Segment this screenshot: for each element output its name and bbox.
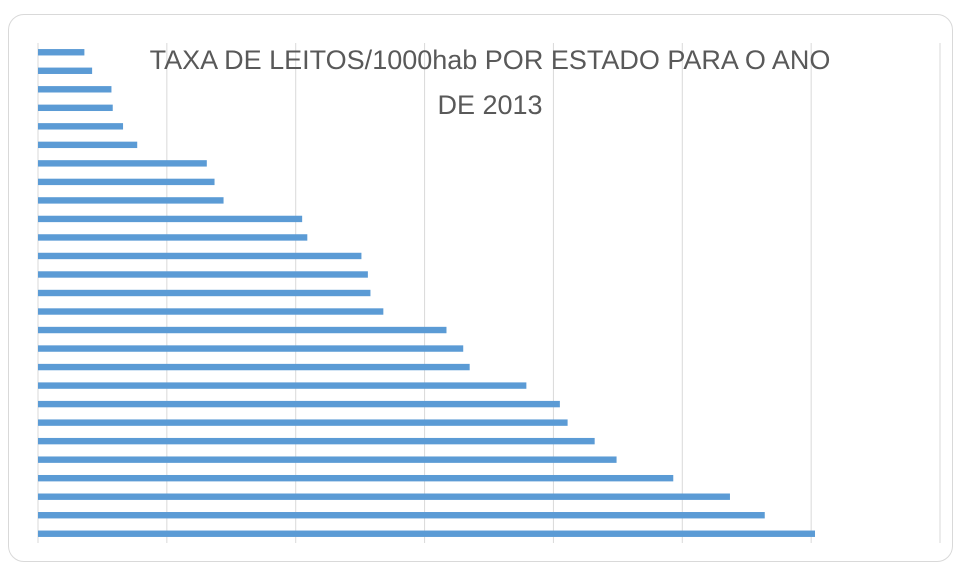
bar [38, 419, 568, 426]
chart-title: TAXA DE LEITOS/1000hab POR ESTADO PARA O… [149, 45, 831, 120]
bar [38, 178, 215, 186]
bar [38, 234, 308, 241]
bar [38, 363, 470, 371]
bar [38, 437, 595, 445]
bar [38, 308, 384, 315]
bar [38, 474, 674, 482]
bar [38, 215, 303, 223]
bar [38, 493, 730, 500]
bar [38, 512, 765, 519]
bar [38, 289, 371, 297]
bar [38, 197, 224, 204]
bar [38, 141, 138, 149]
bar [38, 123, 124, 130]
bar [38, 345, 464, 352]
bar [38, 86, 112, 93]
bar [38, 530, 816, 537]
bar [38, 326, 447, 334]
bar [38, 400, 560, 408]
bar [38, 160, 207, 167]
bar [38, 67, 93, 74]
bar [38, 456, 617, 463]
bar [38, 271, 368, 278]
bar [38, 49, 85, 56]
bar [38, 382, 527, 389]
bar [38, 252, 362, 260]
chart-card [8, 14, 953, 562]
bar [38, 104, 113, 112]
